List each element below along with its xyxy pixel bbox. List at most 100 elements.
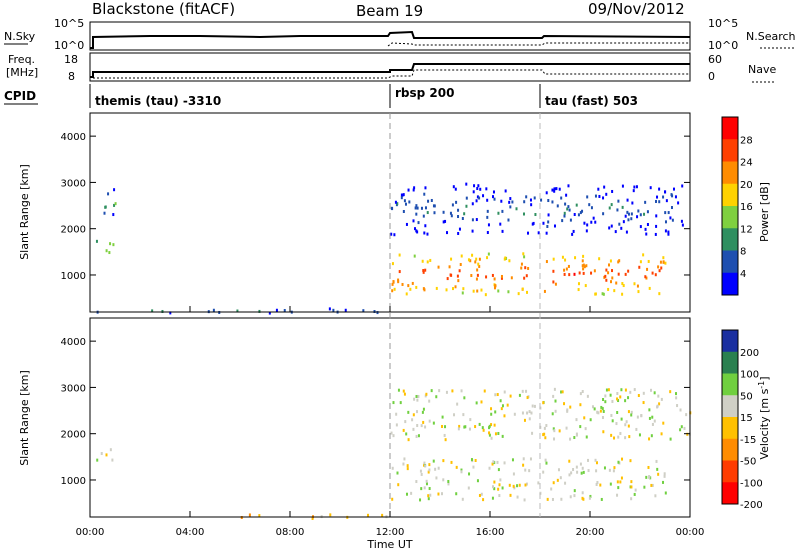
data-cell bbox=[416, 398, 419, 402]
data-cell bbox=[622, 284, 625, 288]
data-cell bbox=[600, 405, 603, 409]
x-tick-label: 12:00 bbox=[376, 527, 405, 538]
colorbar-tick-label: -200 bbox=[740, 500, 763, 511]
data-cell bbox=[496, 460, 499, 464]
data-cell bbox=[658, 187, 661, 191]
data-cell bbox=[516, 484, 519, 488]
data-cell bbox=[427, 497, 430, 501]
cpid-mode-0: themis (tau) -3310 bbox=[95, 94, 221, 108]
data-cell bbox=[624, 214, 627, 218]
data-cell bbox=[503, 390, 506, 394]
colorbar-swatch bbox=[722, 373, 738, 396]
colorbar-swatch bbox=[722, 351, 738, 374]
data-cell bbox=[425, 392, 428, 396]
data-cell bbox=[563, 268, 566, 272]
colorbar-tick-label: 24 bbox=[740, 158, 753, 169]
data-cell bbox=[551, 412, 554, 416]
data-cell bbox=[633, 492, 636, 496]
data-cell bbox=[605, 192, 608, 196]
data-cell bbox=[420, 206, 423, 210]
colorbar-tick-label: 15 bbox=[740, 413, 753, 424]
data-cell bbox=[524, 266, 527, 270]
data-cell bbox=[594, 220, 597, 224]
data-cell bbox=[680, 219, 683, 223]
data-cell bbox=[525, 274, 528, 278]
data-cell bbox=[646, 210, 649, 214]
data-cell bbox=[645, 475, 648, 479]
data-cell bbox=[527, 266, 530, 270]
data-cell bbox=[547, 220, 550, 224]
data-cell bbox=[552, 257, 555, 261]
data-cell bbox=[615, 281, 618, 285]
data-cell bbox=[450, 257, 453, 261]
data-cell bbox=[477, 262, 480, 266]
data-cell bbox=[561, 255, 564, 259]
data-cell bbox=[568, 473, 571, 477]
data-cell bbox=[569, 405, 572, 409]
data-cell bbox=[475, 257, 478, 261]
data-cell bbox=[469, 259, 472, 263]
data-cell bbox=[454, 187, 457, 191]
data-cell bbox=[424, 186, 427, 190]
data-cell bbox=[565, 193, 568, 197]
data-cell bbox=[501, 404, 504, 408]
data-cell bbox=[583, 221, 586, 225]
data-cell bbox=[616, 397, 619, 401]
data-cell bbox=[655, 224, 658, 228]
data-cell bbox=[611, 276, 614, 280]
velocity-colorbar-label-main: Velocity [m s bbox=[758, 388, 771, 459]
data-cell bbox=[498, 483, 501, 487]
data-cell bbox=[437, 466, 440, 470]
data-cell bbox=[665, 199, 668, 203]
data-cell bbox=[444, 425, 447, 429]
data-cell bbox=[417, 221, 420, 225]
data-cell bbox=[596, 410, 599, 414]
data-cell bbox=[679, 408, 682, 412]
data-cell bbox=[556, 478, 559, 482]
data-cell bbox=[462, 287, 465, 291]
data-cell bbox=[437, 492, 440, 496]
data-cell bbox=[447, 482, 450, 486]
data-cell bbox=[486, 215, 489, 219]
data-cell bbox=[491, 462, 494, 466]
data-cell bbox=[530, 203, 533, 207]
data-cell bbox=[492, 190, 495, 194]
data-cell bbox=[151, 309, 154, 313]
data-cell bbox=[413, 186, 416, 190]
data-cell bbox=[521, 287, 524, 291]
data-cell bbox=[637, 393, 640, 397]
data-cell bbox=[462, 413, 465, 417]
data-cell bbox=[621, 292, 624, 296]
data-cell bbox=[629, 390, 632, 394]
data-cell bbox=[669, 390, 672, 394]
data-cell bbox=[509, 493, 512, 497]
velocity-panel: 1000 2000 3000 4000 Slant Range [km] bbox=[18, 317, 692, 520]
data-cell bbox=[508, 259, 511, 263]
data-cell bbox=[435, 476, 438, 480]
data-cell bbox=[550, 487, 553, 491]
data-cell bbox=[608, 206, 611, 210]
data-cell bbox=[461, 291, 464, 295]
data-cell bbox=[590, 271, 593, 275]
data-cell bbox=[583, 416, 586, 420]
data-cell bbox=[563, 272, 566, 276]
data-cell bbox=[492, 485, 495, 489]
data-cell bbox=[601, 416, 604, 420]
data-cell bbox=[635, 427, 638, 431]
data-cell bbox=[617, 435, 620, 439]
data-cell bbox=[429, 258, 432, 262]
data-cell bbox=[440, 424, 443, 428]
data-cell bbox=[647, 465, 650, 469]
data-cell bbox=[578, 271, 581, 275]
data-cell bbox=[626, 198, 629, 202]
data-cell bbox=[367, 513, 370, 517]
nsky-tick-low: 10^0 bbox=[54, 39, 84, 52]
data-cell bbox=[442, 210, 445, 214]
data-cell bbox=[509, 197, 512, 201]
data-cell bbox=[362, 309, 365, 313]
data-cell bbox=[638, 265, 641, 269]
data-cell bbox=[406, 464, 409, 468]
data-cell bbox=[561, 390, 564, 394]
data-cell bbox=[667, 232, 670, 236]
data-cell bbox=[579, 392, 582, 396]
